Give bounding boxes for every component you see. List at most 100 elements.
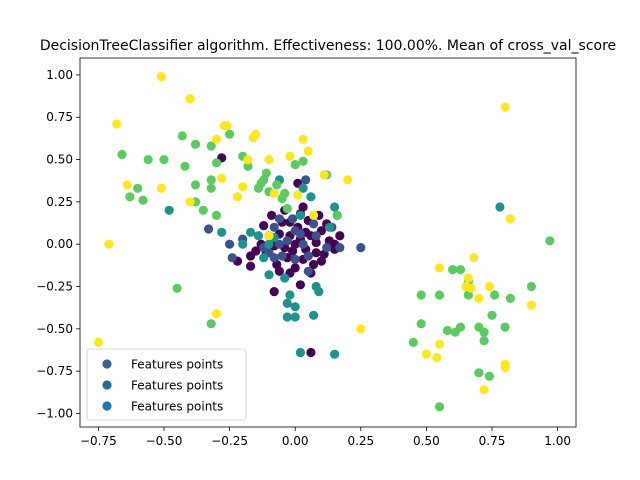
scatter-point — [295, 347, 305, 358]
scatter-point — [282, 312, 292, 322]
y-axis: −1.00 −0.75 −0.50 −0.25 0.00 0.25 0.50 0.75 1.00 — [36, 68, 80, 420]
scatter-point — [487, 310, 497, 320]
scatter-point — [243, 161, 253, 171]
scatter-point — [180, 161, 190, 171]
y-tick-label: −0.50 — [36, 322, 73, 336]
x-tick-label: 1.00 — [544, 434, 571, 448]
scatter-point — [479, 385, 489, 395]
scatter-point — [290, 160, 300, 170]
scatter-point — [104, 239, 114, 249]
x-tick-label: 0.75 — [479, 434, 506, 448]
scatter-point — [274, 266, 284, 276]
x-tick-label: −0.50 — [146, 434, 183, 448]
scatter-point — [198, 205, 208, 215]
scatter-point — [295, 210, 305, 220]
scatter-point — [432, 353, 442, 363]
scatter-point — [93, 337, 103, 347]
scatter-point — [309, 219, 319, 229]
scatter-point — [227, 253, 237, 263]
legend-label: Features points — [131, 400, 223, 414]
scatter-point — [269, 222, 279, 232]
scatter-point — [343, 175, 353, 185]
scatter-point — [204, 224, 214, 234]
scatter-point — [172, 283, 182, 293]
scatter-point — [463, 273, 473, 283]
scatter-point — [311, 231, 321, 241]
scatter-point — [298, 239, 308, 249]
scatter-point — [246, 251, 256, 261]
scatter-point — [185, 197, 195, 207]
scatter-point — [264, 231, 274, 241]
scatter-point — [309, 210, 319, 220]
scatter-point — [434, 263, 445, 273]
scatter-point — [469, 253, 479, 263]
scatter-point — [264, 239, 274, 249]
scatter-point — [335, 231, 345, 241]
legend-box — [86, 348, 247, 421]
scatter-point — [298, 183, 308, 193]
scatter-point — [159, 155, 169, 165]
scatter-point — [125, 192, 135, 202]
y-tick-label: 0.00 — [46, 237, 73, 251]
scatter-point — [206, 175, 216, 185]
scatter-point — [253, 183, 264, 193]
scatter-point — [277, 251, 287, 261]
scatter-point — [330, 349, 340, 359]
scatter-point — [253, 231, 264, 241]
scatter-point — [455, 265, 466, 275]
scatter-point — [332, 210, 342, 220]
scatter-point — [484, 371, 494, 381]
scatter-point — [356, 324, 366, 334]
scatter-point — [211, 210, 222, 220]
scatter-point — [434, 402, 445, 412]
scatter-point — [211, 309, 222, 319]
scatter-point — [324, 222, 334, 232]
y-tick-label: −0.75 — [36, 364, 73, 378]
scatter-point — [295, 280, 305, 290]
scatter-point — [206, 319, 216, 329]
scatter-point — [269, 287, 279, 297]
scatter-point — [505, 293, 515, 303]
y-tick-label: 1.00 — [46, 68, 73, 82]
scatter-point — [246, 261, 256, 271]
scatter-point — [500, 102, 510, 112]
scatter-point — [495, 202, 505, 212]
scatter-point — [434, 290, 445, 300]
x-tick-label: −0.75 — [80, 434, 117, 448]
scatter-points — [93, 72, 555, 412]
scatter-point — [290, 312, 300, 322]
scatter-point — [421, 349, 431, 359]
scatter-point — [295, 229, 305, 239]
scatter-point — [479, 327, 489, 337]
scatter-point — [408, 337, 418, 347]
scatter-point — [309, 259, 319, 270]
scatter-point — [285, 151, 295, 161]
scatter-point — [238, 182, 248, 192]
scatter-point — [217, 173, 227, 183]
scatter-point — [232, 192, 243, 202]
scatter-point — [264, 155, 274, 165]
scatter-point — [448, 265, 458, 275]
scatter-point — [490, 290, 500, 300]
scatter-point — [416, 319, 426, 329]
scatter-point — [306, 347, 316, 358]
scatter-point — [322, 243, 332, 253]
scatter-point — [282, 204, 292, 214]
scatter-point — [466, 283, 476, 293]
plot-frame — [79, 57, 577, 428]
scatter-point — [177, 131, 187, 141]
y-tick-label: −1.00 — [36, 406, 73, 420]
scatter-point — [319, 170, 329, 180]
scatter-point — [280, 188, 290, 198]
scatter-point — [133, 183, 143, 193]
scatter-point — [269, 188, 279, 198]
scatter-point — [303, 266, 313, 276]
scatter-point — [190, 180, 201, 190]
scatter-point — [293, 190, 303, 200]
legend-label: Features points — [131, 379, 223, 393]
scatter-point — [356, 243, 366, 253]
legend: Features points Features points Features p… — [86, 348, 247, 421]
scatter-point — [505, 214, 515, 224]
scatter-point — [314, 287, 324, 297]
